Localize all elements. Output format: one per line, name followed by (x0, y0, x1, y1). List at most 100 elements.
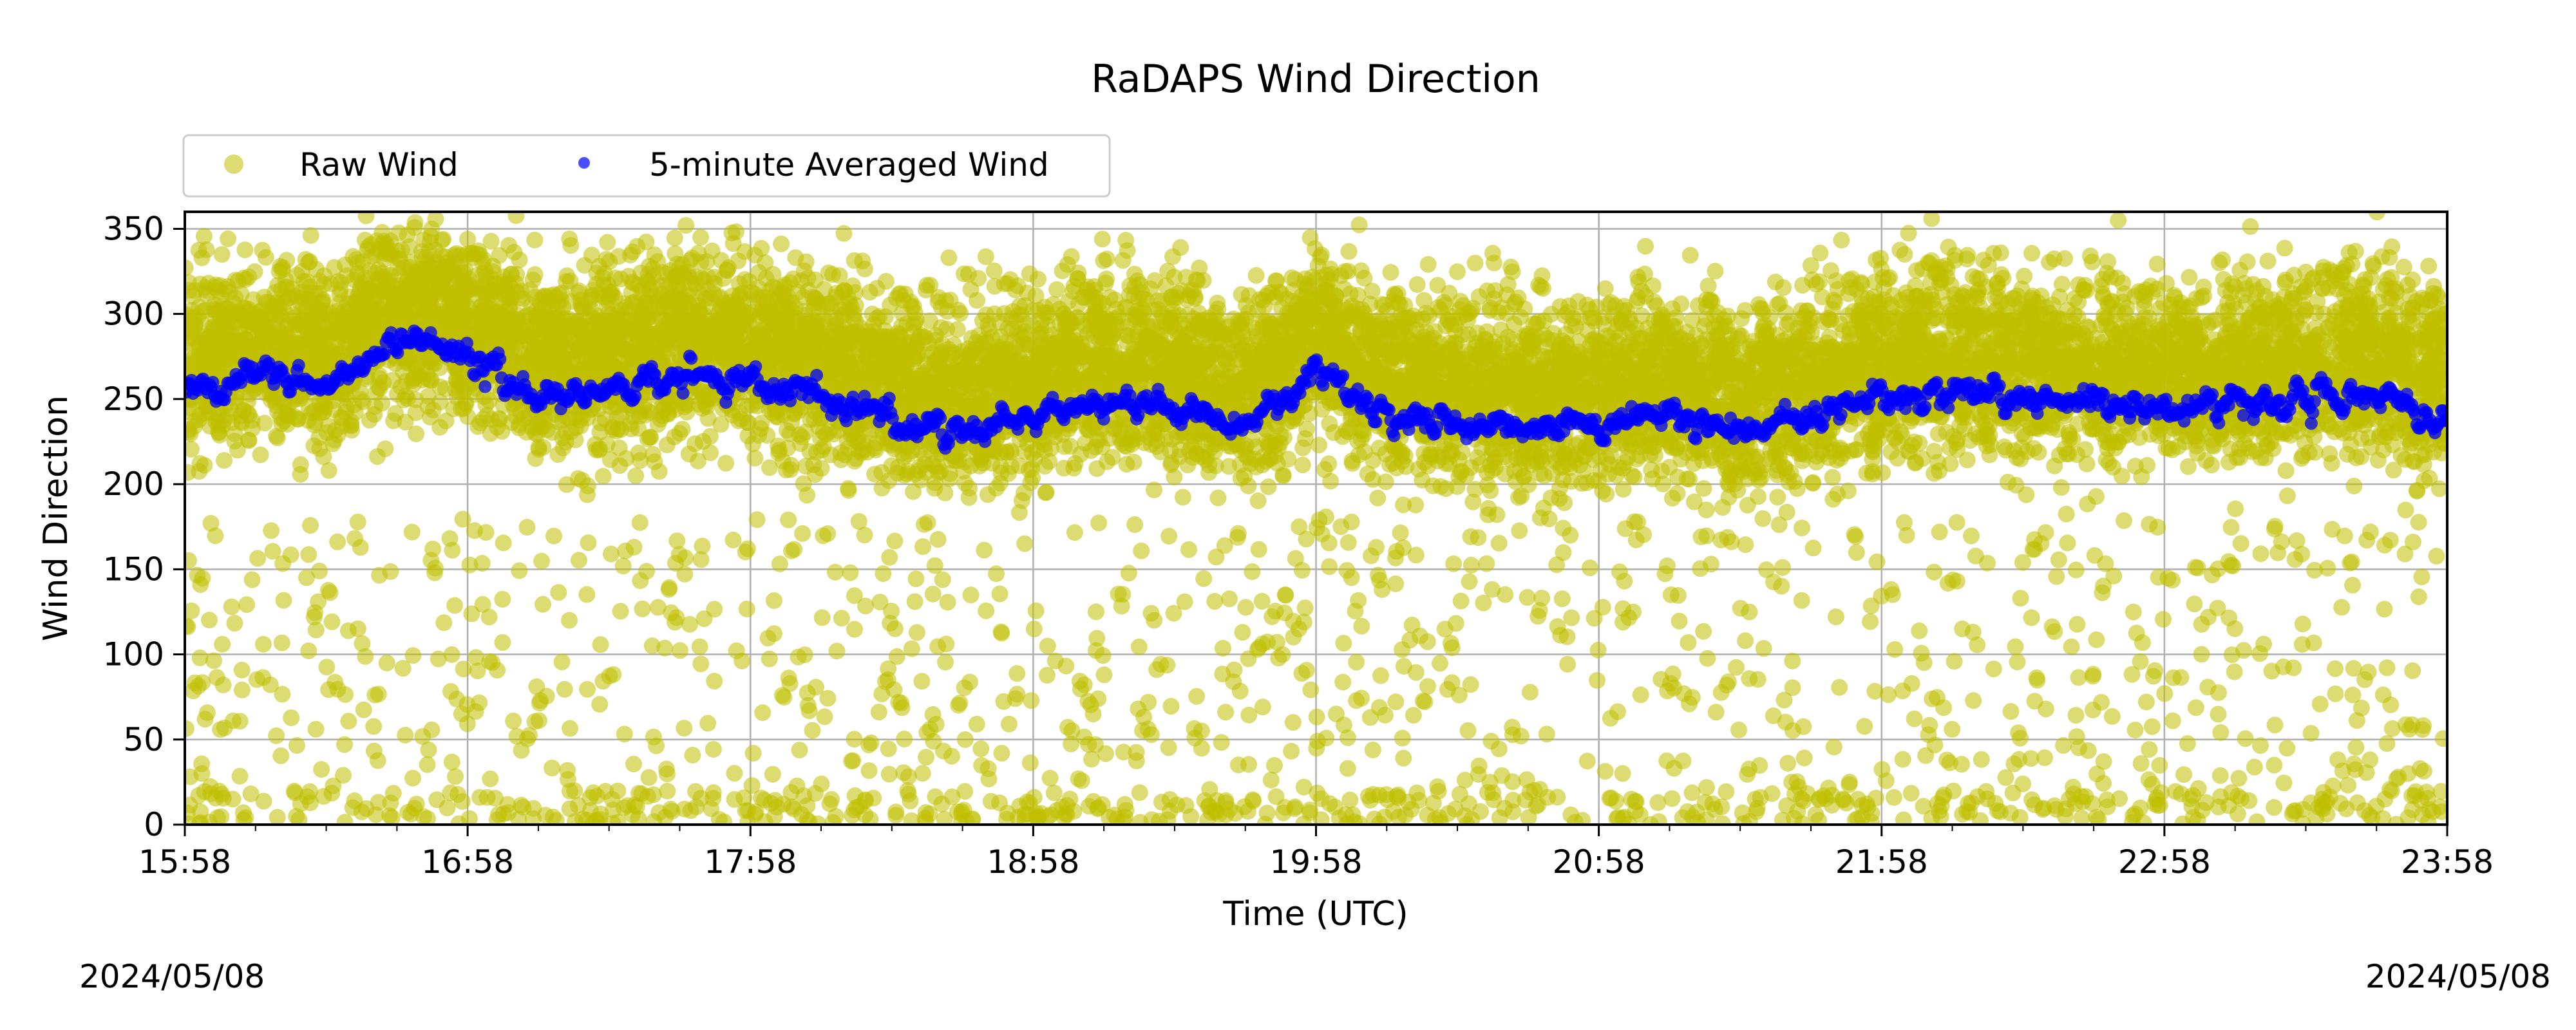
raw-wind-point (2302, 725, 2320, 742)
raw-wind-point (480, 608, 498, 626)
raw-wind-point (1707, 704, 1725, 721)
raw-wind-point (592, 636, 609, 653)
raw-wind-point (926, 557, 943, 574)
raw-wind-point (907, 570, 925, 588)
raw-wind-point (2327, 660, 2344, 677)
raw-wind-point (323, 613, 341, 630)
raw-wind-point (403, 523, 421, 541)
raw-wind-point (1530, 608, 1547, 625)
raw-wind-point (1683, 784, 1701, 801)
raw-wind-point (1262, 771, 1280, 789)
raw-wind-point (335, 767, 352, 784)
raw-wind-point (724, 531, 742, 548)
raw-wind-point (1009, 665, 1026, 682)
raw-wind-point (2340, 776, 2356, 794)
raw-wind-point (978, 602, 995, 619)
raw-wind-point (300, 546, 317, 563)
raw-wind-point (627, 467, 645, 485)
raw-wind-point (1926, 563, 1943, 581)
raw-wind-point (1658, 557, 1676, 574)
raw-wind-point (450, 815, 468, 825)
raw-wind-point (404, 647, 422, 664)
raw-wind-point (1769, 489, 1786, 506)
raw-wind-point (1340, 534, 1357, 551)
raw-wind-point (1973, 751, 1990, 768)
raw-wind-point (1831, 679, 1848, 696)
raw-wind-point (275, 592, 292, 609)
raw-wind-point (1461, 573, 1478, 590)
raw-wind-point (1894, 682, 1911, 700)
raw-wind-point (579, 680, 596, 698)
raw-wind-point (1886, 641, 1904, 658)
chart-title: RaDAPS Wind Direction (1091, 57, 1540, 102)
raw-wind-point (473, 555, 491, 572)
raw-wind-point (2230, 770, 2248, 787)
raw-wind-point (1253, 593, 1271, 610)
raw-wind-point (850, 513, 867, 530)
raw-wind-point (289, 737, 305, 754)
raw-wind-point (1459, 722, 1477, 739)
raw-wind-point (2009, 653, 2026, 671)
raw-wind-point (2111, 790, 2128, 807)
raw-wind-point (1407, 496, 1425, 514)
raw-wind-point (1948, 514, 1965, 531)
raw-wind-point (880, 765, 898, 783)
raw-wind-point (870, 704, 887, 721)
raw-wind-point (860, 762, 878, 780)
raw-wind-point (2252, 545, 2269, 563)
raw-wind-point (1095, 666, 1113, 684)
raw-wind-point (1016, 535, 1034, 552)
raw-wind-point (1353, 617, 1370, 635)
raw-wind-point (1906, 710, 1923, 727)
raw-wind-point (1958, 451, 1976, 469)
raw-wind-point (1484, 581, 1501, 598)
raw-wind-point (2248, 813, 2266, 825)
raw-wind-point (2226, 663, 2243, 680)
raw-wind-point (1812, 245, 1829, 261)
raw-wind-point (1773, 577, 1790, 595)
raw-wind-point (2179, 458, 2197, 475)
raw-wind-point (2269, 544, 2287, 561)
raw-wind-point (886, 532, 904, 550)
raw-wind-point (2156, 685, 2174, 702)
raw-wind-point (976, 541, 993, 559)
raw-wind-point (1784, 652, 1801, 670)
raw-wind-point (2288, 532, 2306, 549)
raw-wind-point (2053, 276, 2070, 293)
raw-wind-point (269, 809, 286, 825)
raw-wind-point (1484, 245, 1501, 262)
raw-wind-point (443, 646, 460, 663)
raw-wind-point (761, 650, 778, 668)
raw-wind-point (1944, 720, 1961, 738)
raw-wind-point (746, 449, 764, 467)
raw-wind-point (804, 722, 821, 739)
raw-wind-point (625, 539, 643, 556)
raw-wind-point (1555, 544, 1572, 561)
raw-wind-point (744, 745, 762, 762)
raw-wind-point (2052, 479, 2070, 496)
raw-wind-point (599, 234, 616, 251)
raw-wind-point (826, 563, 844, 581)
raw-wind-point (1615, 481, 1632, 498)
raw-wind-point (1754, 510, 1772, 527)
raw-wind-point (1247, 267, 1265, 284)
raw-wind-point (738, 601, 755, 617)
raw-wind-point (1671, 612, 1688, 630)
raw-wind-point (461, 556, 478, 574)
raw-wind-point (1142, 604, 1160, 622)
raw-wind-point (2362, 751, 2379, 769)
raw-wind-point (985, 262, 1003, 279)
raw-wind-point (2344, 577, 2361, 594)
raw-wind-point (1755, 640, 1772, 657)
raw-wind-point (505, 713, 522, 729)
raw-wind-point (430, 650, 447, 668)
raw-wind-point (535, 595, 551, 613)
raw-wind-point (1698, 779, 1715, 796)
raw-wind-point (302, 227, 319, 244)
raw-wind-point (233, 681, 251, 698)
raw-wind-point (2324, 521, 2341, 538)
raw-wind-point (905, 483, 922, 500)
raw-wind-point (1478, 555, 1495, 572)
raw-wind-point (671, 425, 688, 442)
